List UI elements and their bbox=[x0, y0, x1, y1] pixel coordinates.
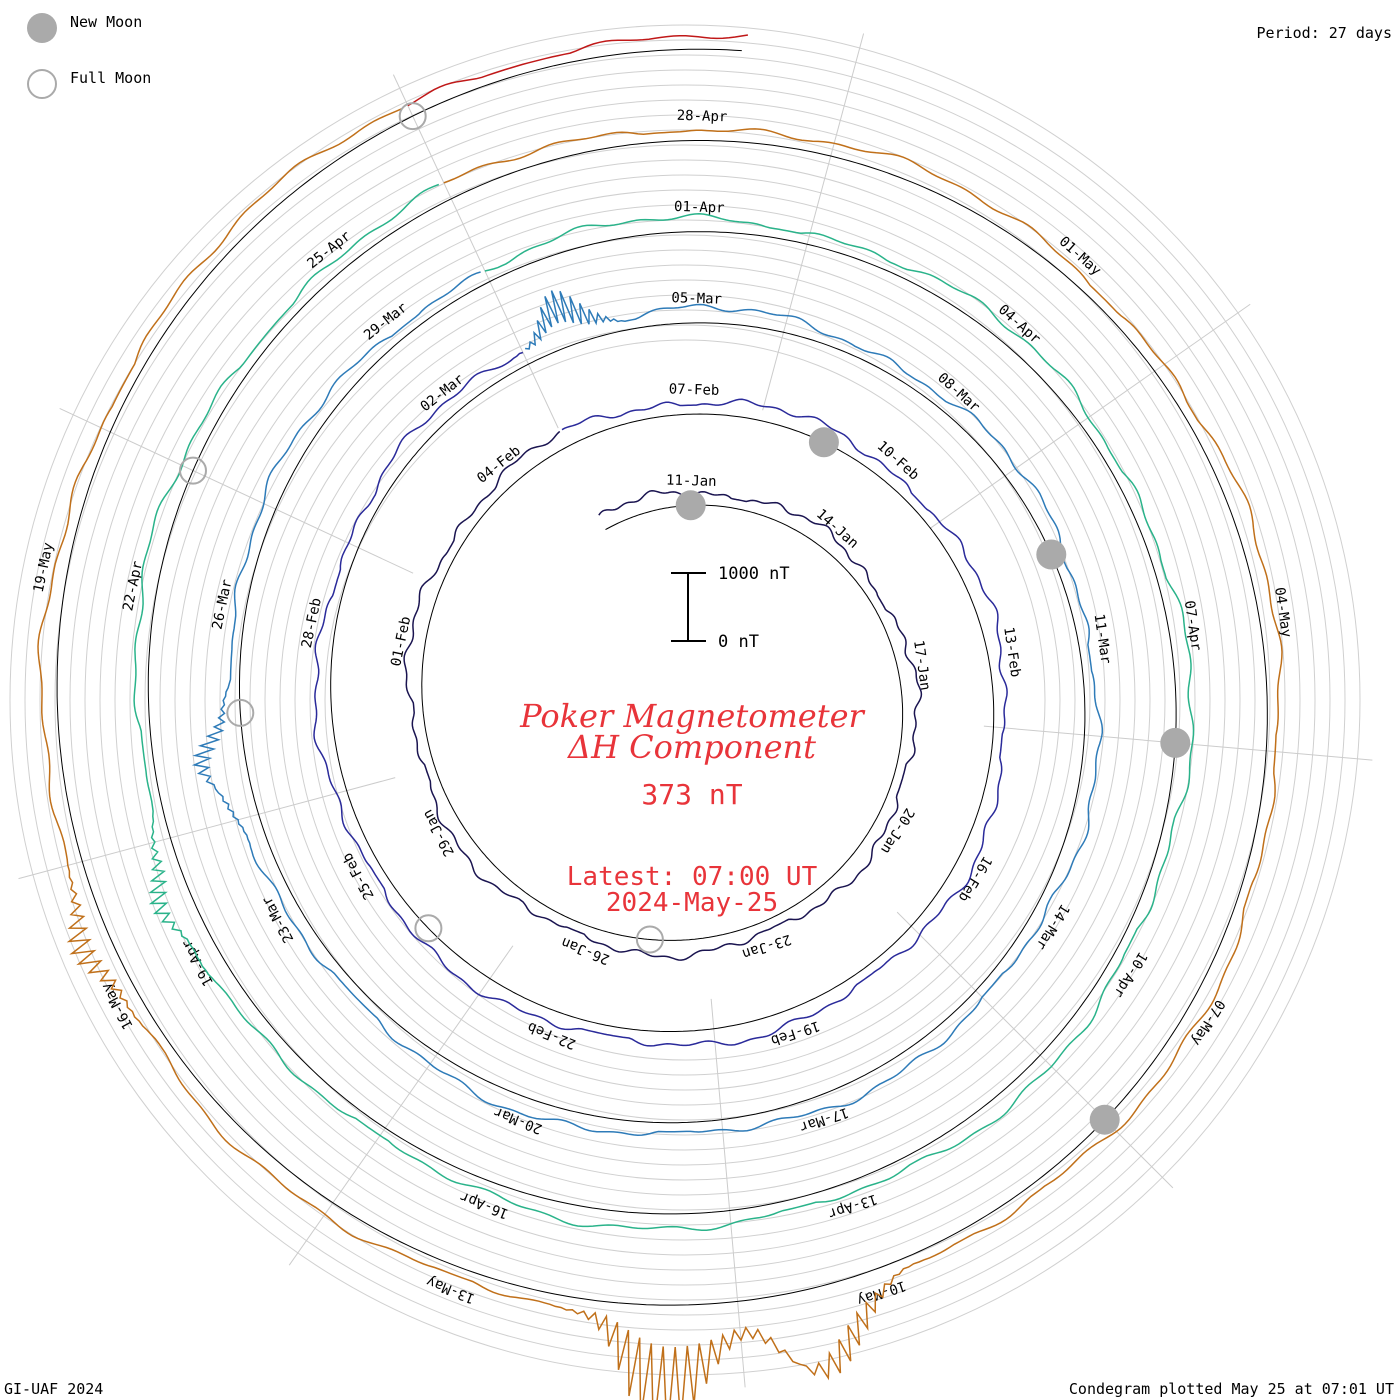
spiral-date-label: 28-Apr bbox=[677, 108, 728, 125]
grid-ring bbox=[174, 189, 1196, 1211]
spoke-line bbox=[930, 303, 1251, 529]
spiral-date-label: 05-Mar bbox=[671, 290, 722, 307]
footer-plotted: Condegram plotted May 25 at 07:01 UT bbox=[1069, 1380, 1394, 1398]
spiral-date-label: 10-May bbox=[855, 1277, 908, 1308]
new-moon-marker bbox=[1089, 1104, 1120, 1135]
data-trace-segment bbox=[313, 351, 1008, 1047]
spiral-date-label: 07-May bbox=[1188, 997, 1228, 1048]
full-moon-marker bbox=[398, 102, 427, 131]
spiral-date-label: 02-Mar bbox=[418, 371, 468, 415]
data-trace-segment bbox=[37, 107, 1283, 1400]
grid-ring bbox=[24, 39, 1346, 1361]
full-moon-marker bbox=[414, 914, 443, 943]
full-moon-legend-icon bbox=[27, 69, 57, 99]
spiral-date-label: 26-Jan bbox=[559, 934, 612, 968]
spiral-date-label: 28-Feb bbox=[299, 597, 325, 650]
data-trace bbox=[37, 34, 1283, 1400]
spoke-lines bbox=[18, 33, 1373, 1388]
data-trace-segment bbox=[407, 34, 749, 107]
spiral-date-label: 19-Feb bbox=[769, 1017, 822, 1048]
spiral-date-label: 16-Apr bbox=[458, 1188, 511, 1222]
spoke-line bbox=[896, 911, 1174, 1189]
grid-ring bbox=[129, 144, 1241, 1256]
new-moon-marker bbox=[1036, 539, 1067, 570]
spiral-date-label: 19-Apr bbox=[179, 937, 217, 989]
data-trace-segment bbox=[133, 183, 1195, 1231]
moon-markers bbox=[179, 102, 1191, 1135]
scale-top-label: 1000 nT bbox=[718, 564, 790, 584]
chart-title-line2: ΔH Component bbox=[566, 728, 816, 766]
grid-layer bbox=[9, 24, 1361, 1376]
new-moon-marker bbox=[808, 427, 839, 458]
latest-date: 2024-May-25 bbox=[606, 888, 778, 918]
baseline-spiral-line bbox=[56, 48, 1268, 1306]
new-moon-marker bbox=[1160, 727, 1191, 758]
grid-ring bbox=[144, 159, 1226, 1241]
grid-ring bbox=[54, 69, 1316, 1331]
spoke-line bbox=[288, 945, 514, 1266]
spiral-date-label: 16-May bbox=[99, 980, 137, 1032]
period-label: Period: 27 days bbox=[1257, 24, 1392, 42]
full-moon-legend-label: Full Moon bbox=[70, 69, 151, 87]
grid-ring bbox=[294, 309, 1076, 1091]
spiral-date-label: 01-Feb bbox=[388, 615, 414, 668]
spiral-date-label: 13-Feb bbox=[1000, 626, 1023, 678]
full-moon-marker bbox=[179, 456, 207, 485]
spiral-date-label: 26-Mar bbox=[210, 578, 236, 631]
current-value: 373 nT bbox=[641, 778, 742, 811]
full-moon-marker bbox=[226, 698, 255, 727]
baseline-spiral bbox=[56, 48, 1268, 1306]
spoke-line bbox=[18, 777, 396, 880]
scale-bar bbox=[671, 572, 706, 642]
scale-bottom-label: 0 nT bbox=[718, 632, 759, 652]
grid-ring bbox=[69, 84, 1301, 1316]
grid-ring bbox=[264, 279, 1106, 1121]
spiral-date-label: 29-Mar bbox=[361, 300, 411, 344]
spiral-date-label: 07-Feb bbox=[669, 381, 720, 398]
grid-ring bbox=[114, 129, 1256, 1271]
new-moon-legend-label: New Moon bbox=[70, 13, 142, 31]
grid-ring bbox=[159, 174, 1211, 1226]
grid-ring bbox=[99, 114, 1271, 1286]
spiral-date-label: 25-Feb bbox=[340, 850, 378, 902]
spoke-line bbox=[392, 74, 559, 429]
spiral-date-label: 14-Jan bbox=[813, 506, 861, 552]
spoke-line bbox=[59, 407, 414, 574]
spiral-date-label: 01-Apr bbox=[674, 199, 725, 216]
grid-ring bbox=[309, 324, 1061, 1076]
latest-time: Latest: 07:00 UT bbox=[567, 862, 818, 892]
chart-title-line1: Poker Magnetometer bbox=[519, 697, 865, 735]
grid-ring bbox=[324, 339, 1046, 1061]
footer-credit: GI-UAF 2024 bbox=[4, 1380, 103, 1398]
grid-ring bbox=[279, 294, 1091, 1106]
grid-ring bbox=[39, 54, 1331, 1346]
new-moon-legend-icon bbox=[27, 13, 57, 43]
spiral-date-label: 11-Jan bbox=[666, 473, 717, 490]
spoke-line bbox=[762, 33, 865, 411]
spoke-line bbox=[710, 998, 746, 1388]
data-trace-segment bbox=[191, 271, 1104, 1136]
grid-ring bbox=[249, 264, 1121, 1136]
data-trace-segment bbox=[403, 430, 923, 961]
spiral-date-label: 10-Apr bbox=[1110, 949, 1150, 1000]
grid-ring bbox=[84, 99, 1286, 1301]
spiral-date-label: 13-Apr bbox=[826, 1190, 879, 1221]
spiral-date-label: 20-Mar bbox=[492, 1103, 545, 1137]
spiral-date-label: 11-Mar bbox=[1090, 613, 1113, 665]
grid-ring bbox=[189, 204, 1181, 1196]
spiral-date-label: 19-May bbox=[31, 541, 57, 594]
full-moon-marker bbox=[635, 925, 664, 954]
grid-ring bbox=[219, 234, 1151, 1166]
spiral-date-label: 20-Jan bbox=[877, 805, 917, 856]
grid-ring bbox=[204, 219, 1166, 1181]
spiral-date-label: 23-Jan bbox=[740, 931, 793, 962]
new-moon-marker bbox=[675, 490, 706, 521]
